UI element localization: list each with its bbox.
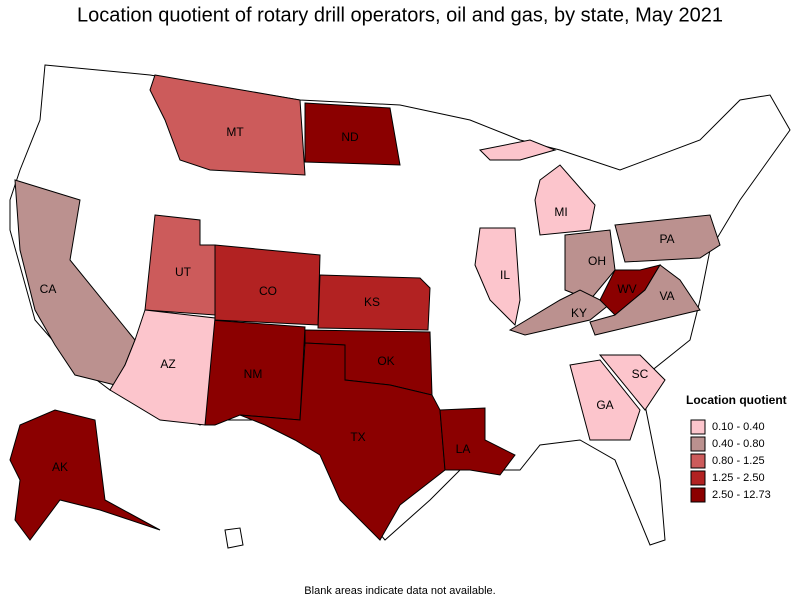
legend-swatch	[690, 436, 706, 452]
states	[9, 74, 721, 541]
state-shape	[534, 164, 596, 236]
state-shape	[317, 274, 431, 331]
legend: 0.10 - 0.40 0.40 - 0.80 0.80 - 1.25 1.25 - …	[690, 419, 771, 503]
state-label: OK	[377, 354, 394, 368]
legend-swatch	[690, 419, 706, 435]
state-label: VA	[659, 289, 674, 303]
state-shape	[109, 309, 216, 426]
state-label: MI	[554, 205, 567, 219]
state-label: NM	[244, 367, 263, 381]
state-label: CO	[259, 284, 277, 298]
state-label: GA	[596, 398, 613, 412]
legend-swatch	[690, 470, 706, 486]
state-shape	[149, 74, 306, 176]
legend-label: 2.50 - 12.73	[712, 489, 771, 501]
state-shape	[474, 227, 521, 327]
legend-title: Location quotient	[686, 393, 787, 407]
state-shape	[598, 354, 666, 411]
state-label: PA	[659, 232, 674, 246]
state-label: KY	[571, 306, 587, 320]
state-label: CA	[40, 282, 57, 296]
state-labels: MT ND UT CO KS NM OK TX LA AK CA AZ MI IL OH PA KY WV VA GA…	[40, 125, 675, 474]
footnote: Blank areas indicate data not available.	[304, 585, 495, 597]
legend-swatch	[690, 487, 706, 503]
state-label: TX	[350, 430, 365, 444]
state-label: LA	[456, 442, 471, 456]
title: Location quotient of rotary drill operat…	[77, 4, 723, 26]
state-label: AZ	[160, 357, 175, 371]
state-label: IL	[500, 268, 510, 282]
legend-label: 0.40 - 0.80	[712, 438, 765, 450]
state-label: KS	[364, 295, 380, 309]
state-shape	[569, 359, 641, 441]
state-label: MT	[226, 125, 244, 139]
state-shape	[564, 229, 616, 301]
state-shape	[589, 264, 701, 336]
legend-label: 0.10 - 0.40	[712, 421, 765, 433]
state-shape	[9, 409, 161, 541]
legend-swatch	[690, 453, 706, 469]
state-label: UT	[175, 265, 192, 279]
state-shape	[439, 407, 516, 476]
state-label: SC	[632, 367, 649, 381]
state-shape	[614, 214, 721, 263]
state-label: WV	[617, 282, 636, 296]
state-label: ND	[341, 130, 359, 144]
state-shape	[239, 342, 446, 541]
state-shape	[304, 102, 401, 166]
legend-label: 0.80 - 1.25	[712, 455, 765, 467]
legend-label: 1.25 - 2.50	[712, 472, 765, 484]
state-label: AK	[52, 460, 68, 474]
state-shape	[478, 139, 557, 161]
hawaii	[224, 527, 244, 549]
state-label: OH	[588, 254, 606, 268]
